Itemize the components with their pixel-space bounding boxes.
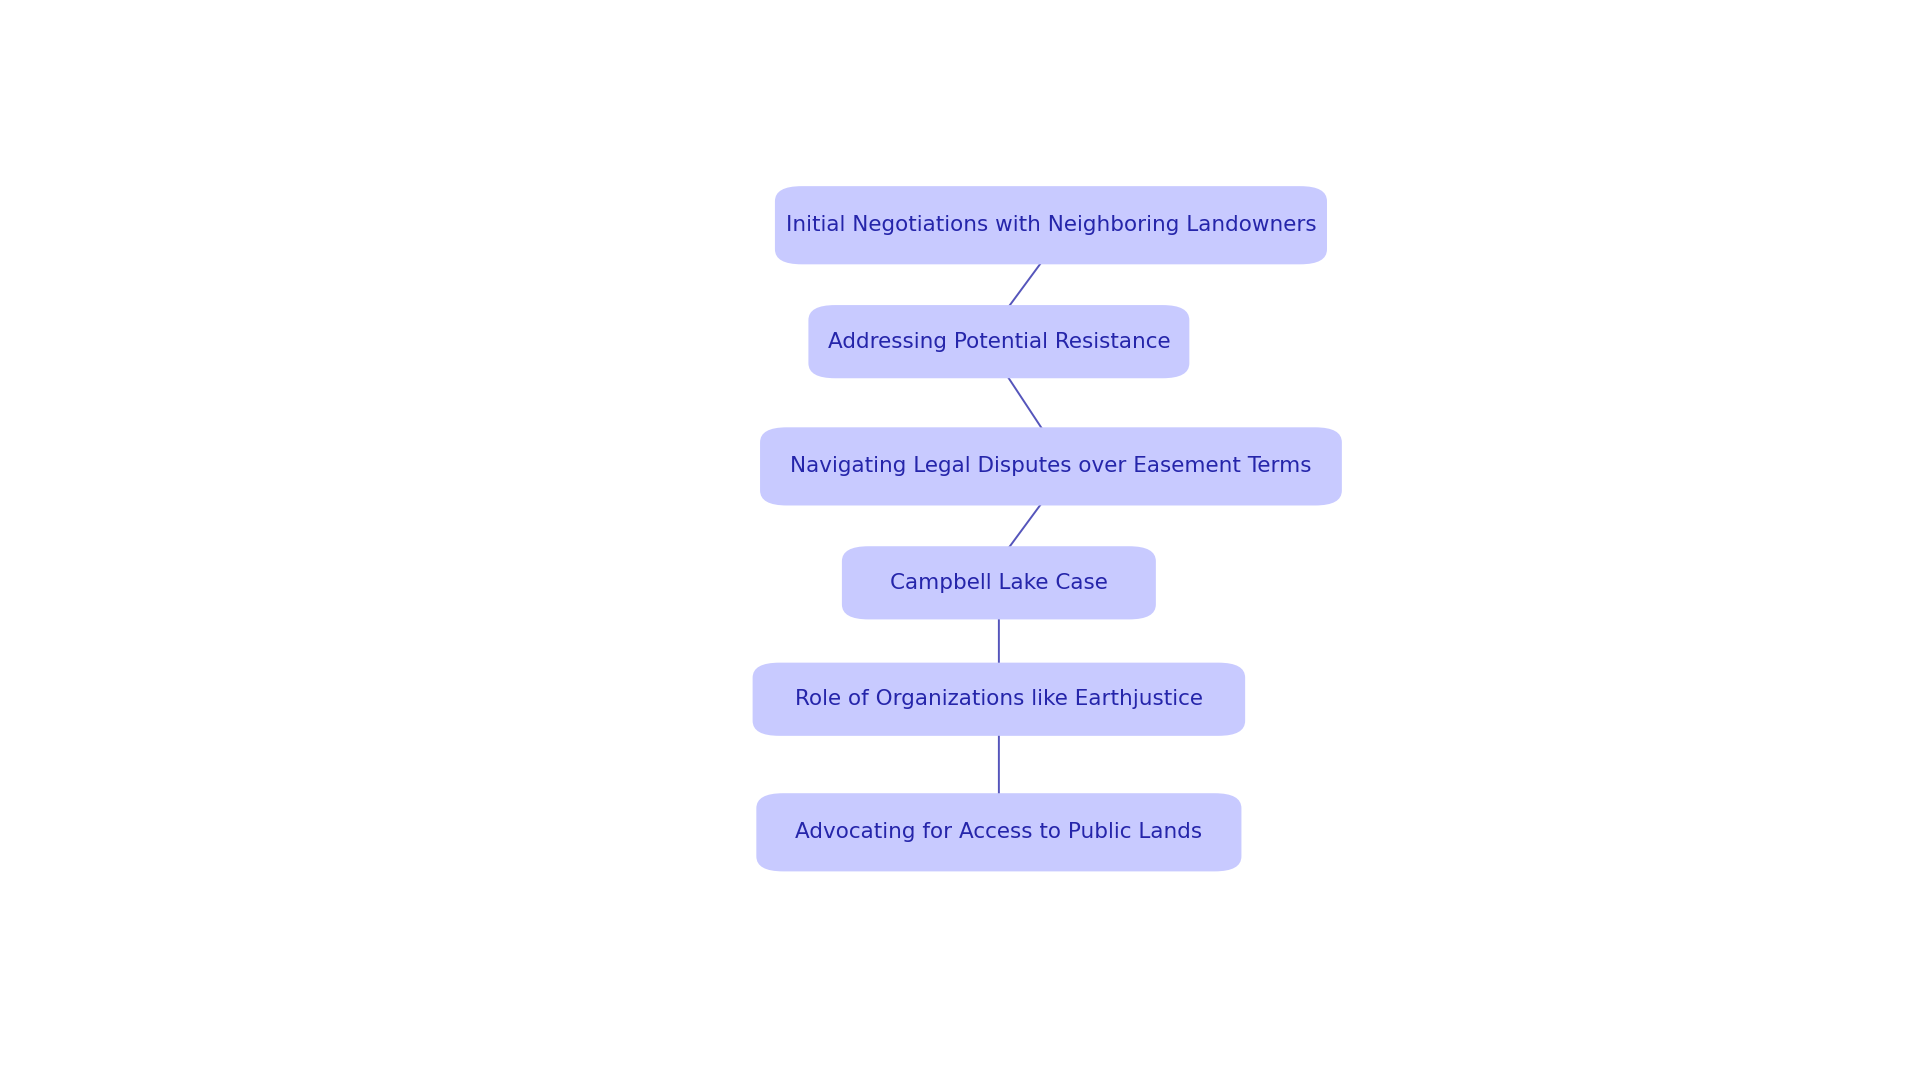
Text: Addressing Potential Resistance: Addressing Potential Resistance [828, 332, 1169, 352]
FancyBboxPatch shape [808, 305, 1188, 378]
FancyBboxPatch shape [756, 793, 1242, 872]
FancyBboxPatch shape [760, 428, 1342, 505]
Text: Advocating for Access to Public Lands: Advocating for Access to Public Lands [795, 822, 1202, 842]
Text: Initial Negotiations with Neighboring Landowners: Initial Negotiations with Neighboring La… [785, 215, 1317, 235]
Text: Campbell Lake Case: Campbell Lake Case [891, 572, 1108, 593]
Text: Role of Organizations like Earthjustice: Role of Organizations like Earthjustice [795, 689, 1202, 710]
FancyBboxPatch shape [776, 186, 1327, 265]
FancyBboxPatch shape [753, 663, 1246, 735]
FancyBboxPatch shape [841, 546, 1156, 620]
Text: Navigating Legal Disputes over Easement Terms: Navigating Legal Disputes over Easement … [791, 457, 1311, 476]
